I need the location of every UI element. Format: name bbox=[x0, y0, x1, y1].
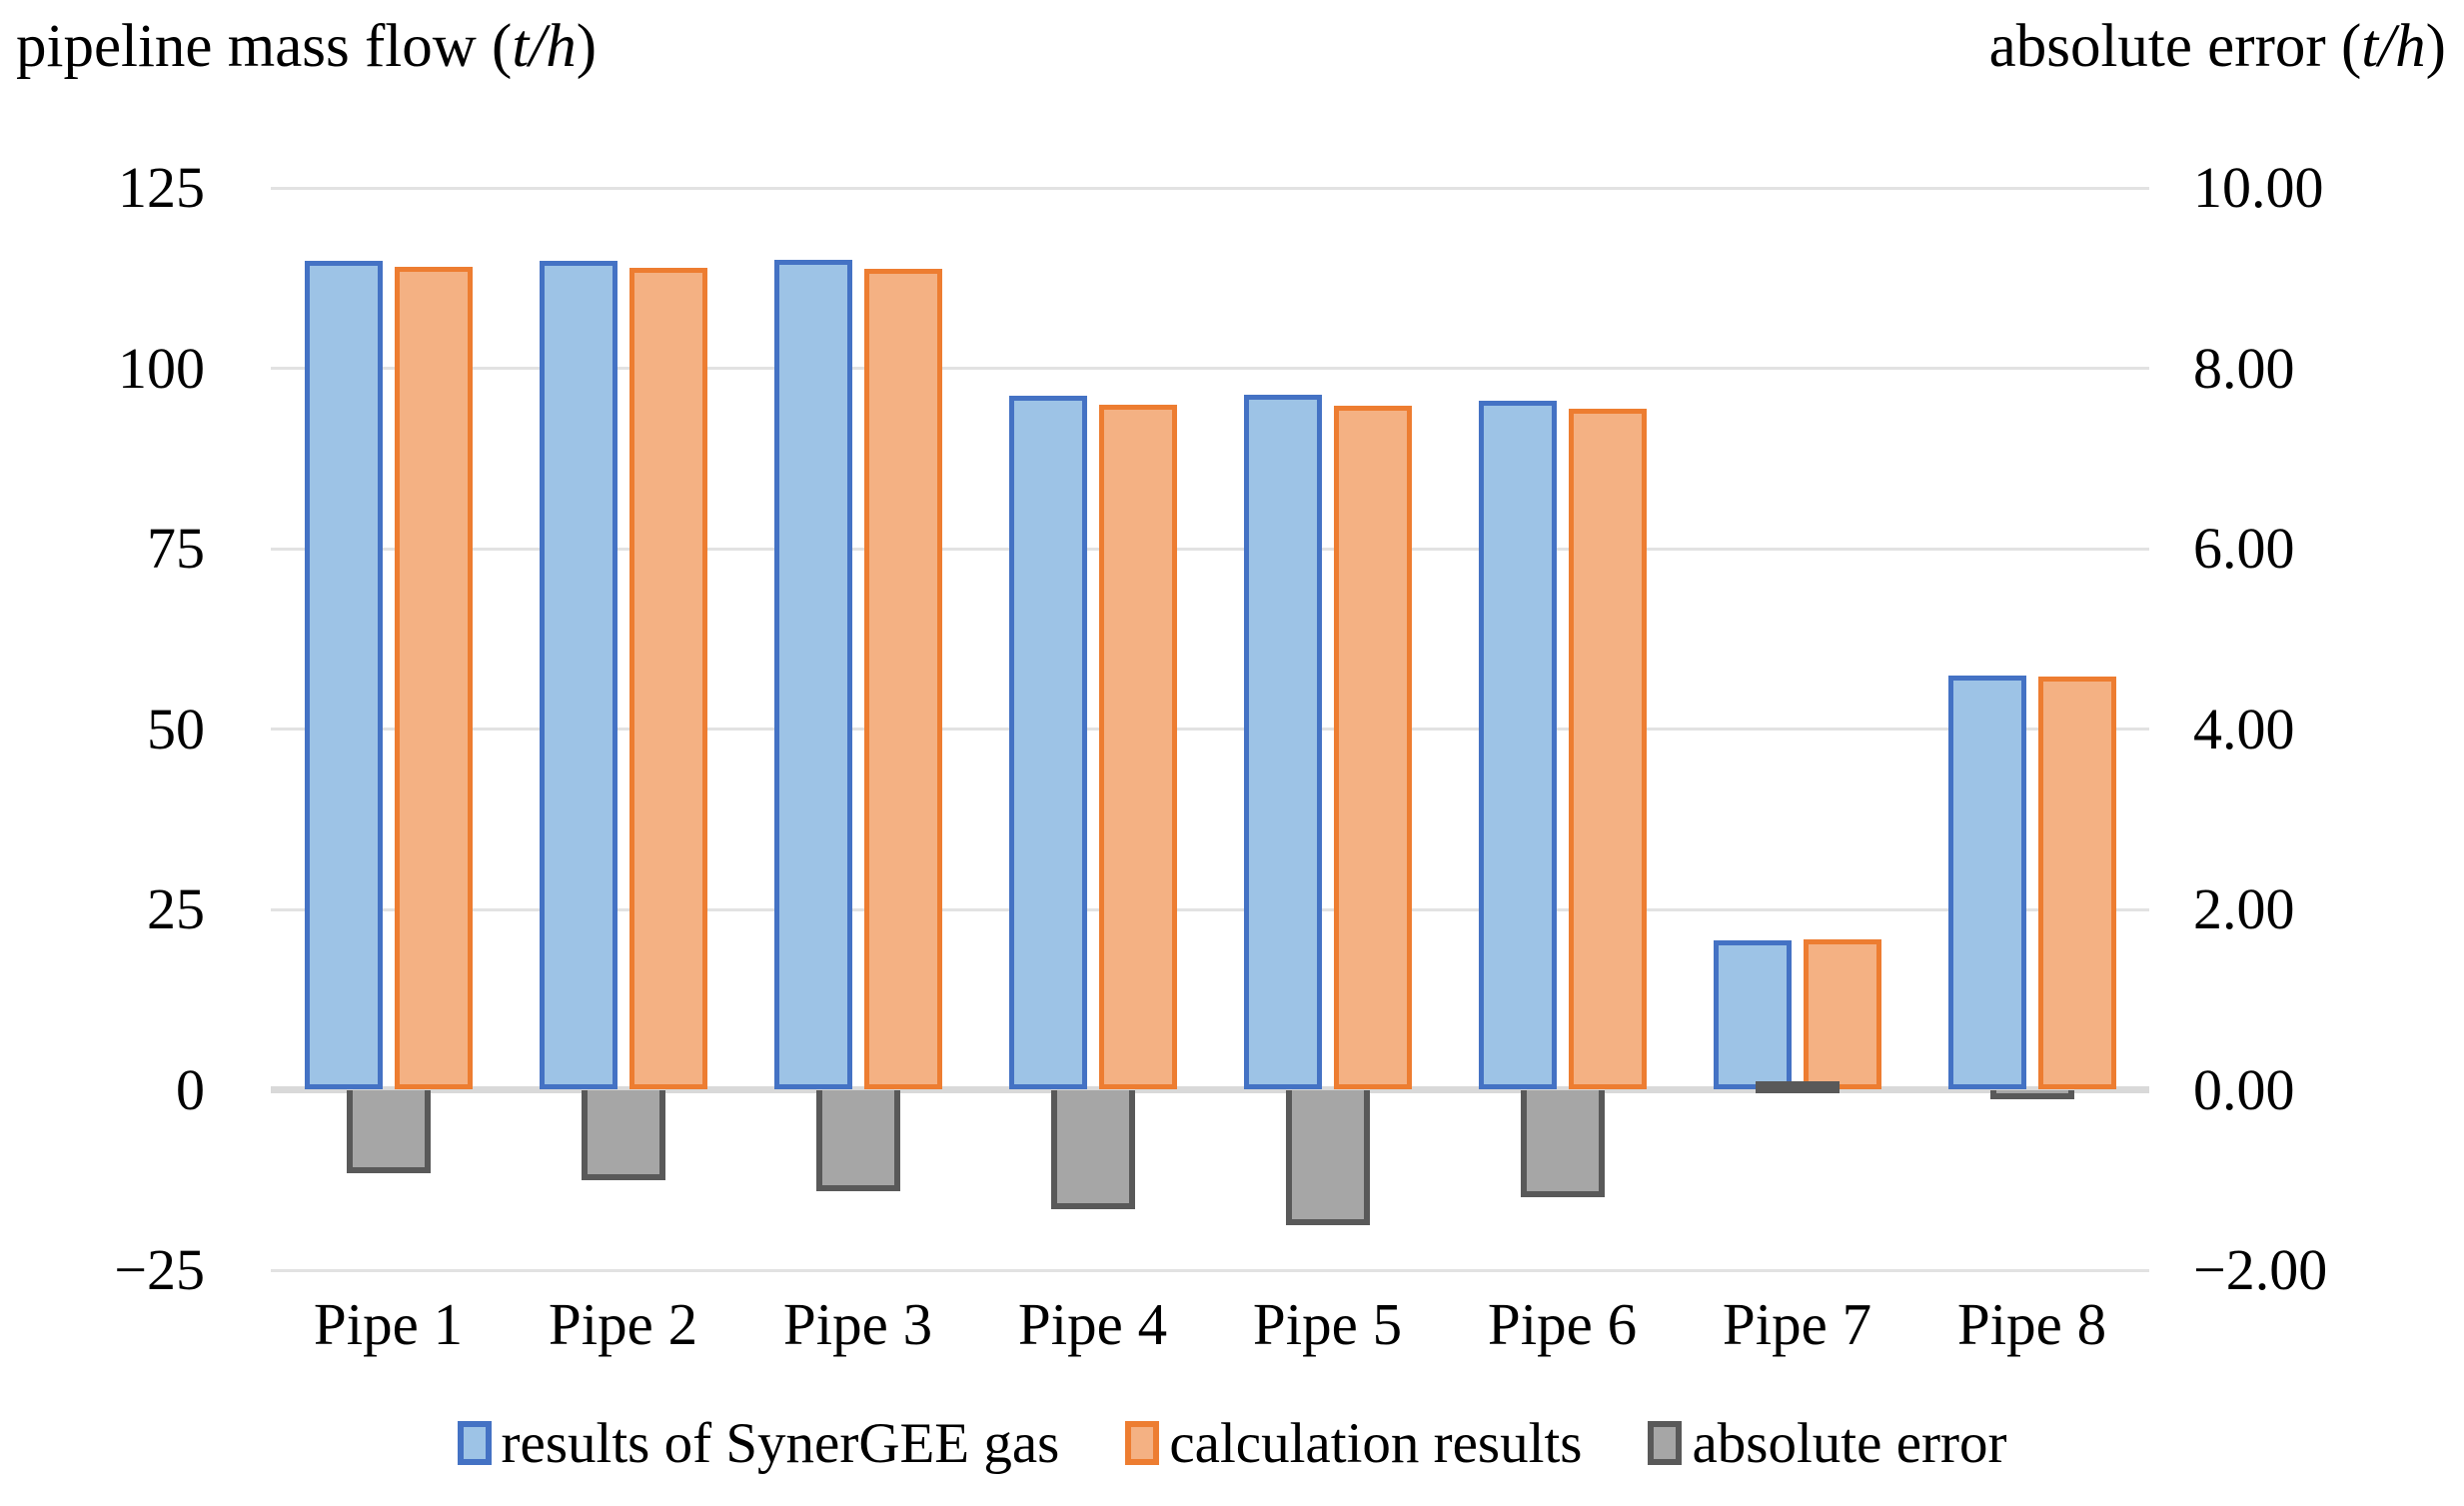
left-axis-tick: 125 bbox=[118, 155, 205, 220]
bar-error-pipe-1 bbox=[346, 1089, 431, 1174]
right-axis-tick: 10.00 bbox=[2193, 155, 2324, 220]
left-axis-tick: 0 bbox=[176, 1056, 205, 1122]
bar-synergee-pipe-3 bbox=[773, 260, 852, 1090]
right-axis-title-text: absolute error ( bbox=[1988, 13, 2362, 80]
left-axis-tick: 25 bbox=[147, 876, 205, 941]
left-axis-title: pipeline mass flow (t/h) bbox=[16, 12, 597, 82]
plot-area bbox=[271, 186, 2149, 1272]
bar-calculation-pipe-1 bbox=[394, 267, 473, 1090]
right-axis-tick: 6.00 bbox=[2193, 516, 2295, 581]
x-axis-label-pipe-3: Pipe 3 bbox=[782, 1291, 933, 1357]
x-axis-label-pipe-6: Pipe 6 bbox=[1487, 1291, 1638, 1357]
left-axis-title-text: pipeline mass flow ( bbox=[16, 13, 513, 80]
legend-item-calculation: calculation results bbox=[1125, 1415, 1582, 1472]
left-axis-tick: 50 bbox=[147, 696, 205, 761]
bar-calculation-pipe-3 bbox=[863, 268, 942, 1090]
gridline bbox=[271, 547, 2149, 551]
bar-synergee-pipe-4 bbox=[1008, 395, 1087, 1090]
zero-axis-line bbox=[271, 1086, 2149, 1093]
bar-synergee-pipe-1 bbox=[304, 260, 383, 1090]
x-axis-label-pipe-8: Pipe 8 bbox=[1956, 1291, 2107, 1357]
legend-label: absolute error bbox=[1692, 1411, 2007, 1475]
gridline bbox=[271, 186, 2149, 190]
legend-label: results of SynerGEE gas bbox=[501, 1411, 1060, 1475]
legend-swatch-icon bbox=[1125, 1421, 1160, 1465]
right-axis-tick: 8.00 bbox=[2193, 335, 2295, 401]
legend-label: calculation results bbox=[1169, 1411, 1583, 1475]
bar-synergee-pipe-5 bbox=[1243, 395, 1322, 1090]
bar-synergee-pipe-6 bbox=[1478, 400, 1557, 1090]
right-axis-title: absolute error (t/h) bbox=[1989, 12, 2446, 82]
left-axis-tick-labels: 125 100 75 50 25 0 −25 bbox=[0, 0, 205, 1506]
bar-synergee-pipe-2 bbox=[539, 260, 617, 1090]
left-axis-title-unit: t/h bbox=[512, 13, 577, 80]
x-axis-label-pipe-4: Pipe 4 bbox=[1017, 1291, 1168, 1357]
bar-calculation-pipe-6 bbox=[1568, 408, 1647, 1090]
bar-synergee-pipe-8 bbox=[1947, 676, 2026, 1090]
bar-calculation-pipe-2 bbox=[628, 268, 707, 1090]
legend-item-synergee: results of SynerGEE gas bbox=[457, 1411, 1060, 1475]
left-axis-tick: 100 bbox=[118, 335, 205, 401]
right-axis-tick-labels: 10.00 8.00 6.00 4.00 2.00 0.00 −2.00 bbox=[2193, 0, 2464, 1506]
right-axis-tick: 0.00 bbox=[2193, 1056, 2295, 1122]
bar-calculation-pipe-5 bbox=[1333, 406, 1412, 1090]
bar-calculation-pipe-8 bbox=[2037, 676, 2116, 1090]
bar-calculation-pipe-7 bbox=[1803, 939, 1881, 1090]
right-axis-tick: −2.00 bbox=[2193, 1237, 2328, 1302]
gridline bbox=[271, 907, 2149, 911]
legend-swatch-icon bbox=[457, 1421, 492, 1465]
right-axis-title-close: ) bbox=[2425, 13, 2446, 80]
bar-error-pipe-6 bbox=[1520, 1089, 1605, 1197]
bar-error-pipe-7 bbox=[1755, 1080, 1840, 1093]
gridline bbox=[271, 1268, 2149, 1272]
left-axis-tick: −25 bbox=[114, 1237, 205, 1302]
bar-error-pipe-5 bbox=[1285, 1089, 1370, 1225]
bar-error-pipe-2 bbox=[581, 1089, 665, 1180]
right-axis-tick: 2.00 bbox=[2193, 876, 2295, 941]
x-axis-label-pipe-1: Pipe 1 bbox=[313, 1291, 464, 1357]
gridline bbox=[271, 367, 2149, 370]
bar-calculation-pipe-4 bbox=[1098, 405, 1177, 1090]
left-axis-title-close: ) bbox=[576, 13, 598, 80]
gridline bbox=[271, 728, 2149, 731]
bar-error-pipe-8 bbox=[1989, 1089, 2074, 1099]
legend-swatch-icon bbox=[1648, 1421, 1683, 1465]
bar-error-pipe-3 bbox=[815, 1089, 900, 1191]
right-axis-tick: 4.00 bbox=[2193, 696, 2295, 761]
x-axis-label-pipe-5: Pipe 5 bbox=[1252, 1291, 1403, 1357]
right-axis-title-unit: t/h bbox=[2361, 13, 2426, 80]
x-axis-label-pipe-7: Pipe 7 bbox=[1722, 1291, 1872, 1357]
left-axis-tick: 75 bbox=[147, 516, 205, 581]
legend-item-error: absolute error bbox=[1648, 1415, 2006, 1472]
bar-synergee-pipe-7 bbox=[1713, 940, 1792, 1090]
bar-error-pipe-4 bbox=[1050, 1089, 1135, 1209]
x-axis-label-pipe-2: Pipe 2 bbox=[548, 1291, 698, 1357]
legend: results of SynerGEE gas calculation resul… bbox=[0, 1407, 2464, 1479]
